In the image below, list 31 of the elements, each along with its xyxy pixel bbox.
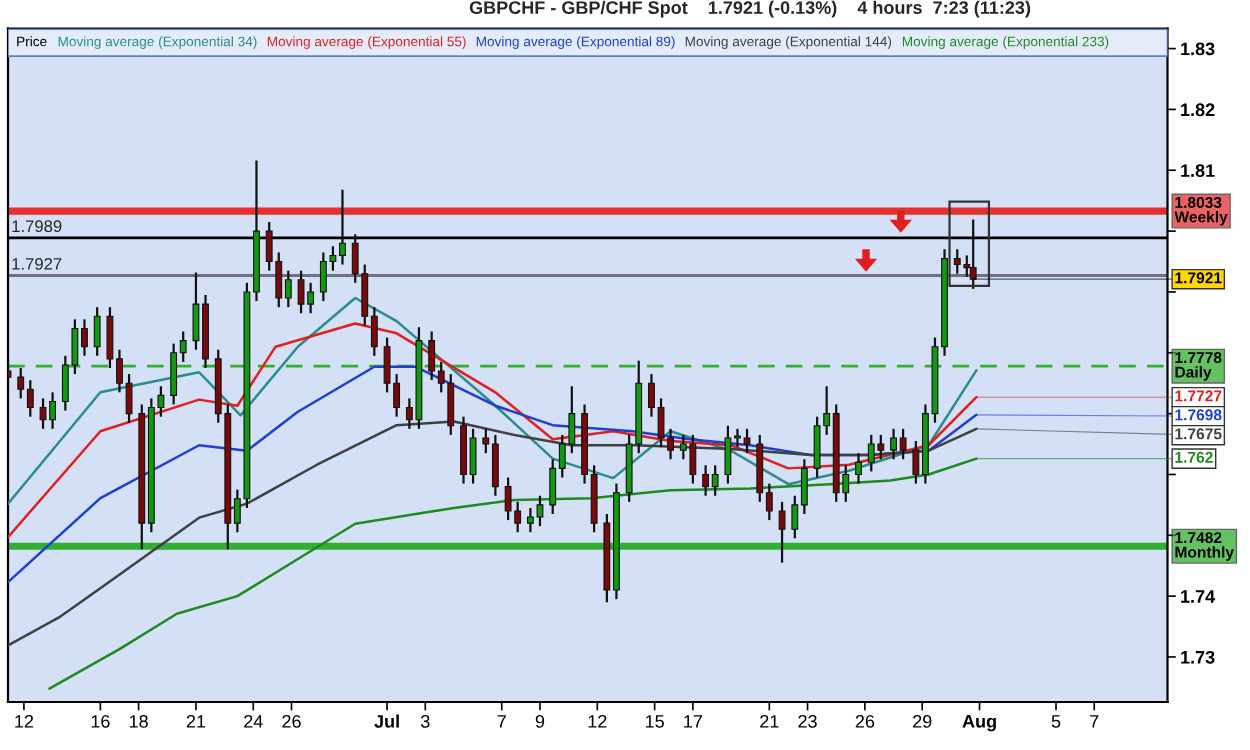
- candlestick: [93, 306, 101, 357]
- x-tick-label: Aug: [962, 715, 996, 732]
- y-tick-label: 1.74: [1181, 590, 1216, 603]
- x-tick-label: 18: [129, 714, 148, 728]
- x-tick-label: 5: [1051, 715, 1061, 728]
- x-tick-label: 23: [798, 714, 817, 728]
- x-tick-label: 7: [1090, 715, 1099, 728]
- y-tick-label: 1.81: [1181, 164, 1215, 177]
- x-tick-label: 9: [535, 714, 545, 728]
- y-tick-label: 1.83: [1181, 42, 1215, 56]
- x-tick-label: 21: [186, 714, 206, 728]
- x-tick-label: 15: [645, 715, 664, 728]
- annotation: 1.7989: [12, 220, 62, 233]
- x-tick-label: 26: [855, 714, 875, 728]
- x-tick-label: Jul: [374, 714, 399, 728]
- x-tick-label: 24: [244, 714, 263, 728]
- chart-title: GBPCHF - GBP/CHF Spot 1.7921 (-0.13%) 4 hours 7:23 (11:23): [469, 0, 1031, 18]
- annotation: 1.7927: [12, 257, 62, 270]
- x-tick-label: 12: [588, 714, 607, 728]
- x-tick-label: 3: [420, 714, 430, 728]
- x-tick-label: 21: [760, 714, 779, 728]
- candlestick: [855, 452, 862, 485]
- x-tick-label: 7: [497, 715, 506, 728]
- y-tick-label: 1.73: [1181, 650, 1215, 664]
- x-tick-label: 16: [91, 714, 110, 728]
- x-tick-label: 12: [15, 714, 34, 728]
- x-tick-label: 17: [684, 715, 703, 728]
- x-tick-label: 29: [913, 714, 932, 728]
- candlestick: [778, 500, 786, 564]
- y-tick-label: 1.82: [1181, 103, 1215, 117]
- x-tick-label: 26: [282, 714, 301, 728]
